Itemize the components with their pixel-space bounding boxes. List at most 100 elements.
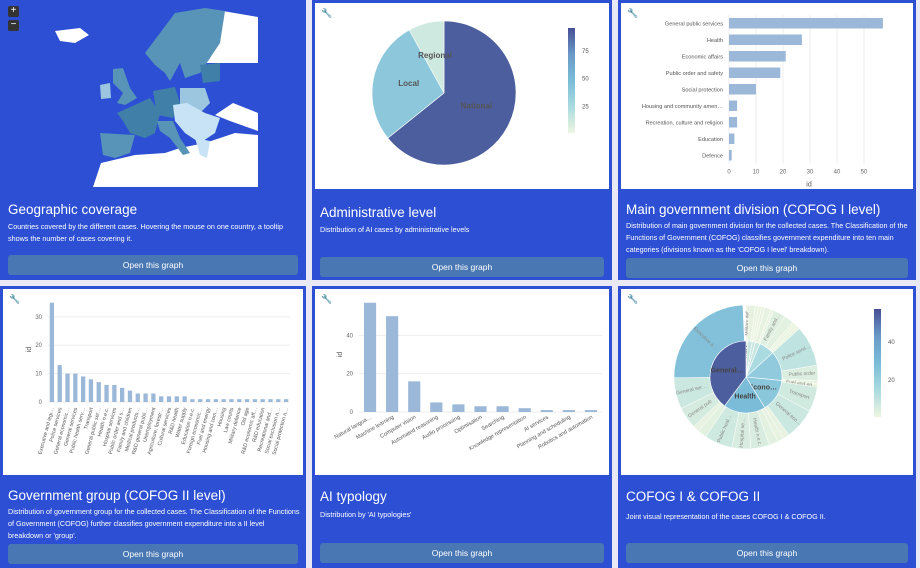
y-tick-label: 30 (35, 315, 42, 321)
open-graph-button[interactable]: Open this graph (626, 543, 908, 563)
bar (729, 133, 735, 144)
map-zoom-out-button[interactable]: − (8, 20, 19, 31)
plot-area: 🔧 0 10 20 30 40 50 General public services Heal… (621, 3, 913, 189)
map-italy (157, 121, 190, 155)
map-uk (113, 68, 137, 105)
europe-map[interactable] (5, 3, 260, 187)
bar (229, 399, 234, 402)
sunburst-inner-segment (709, 340, 747, 407)
card-main-government-division: 🔧 0 10 20 30 40 50 General public services Heal… (618, 0, 916, 280)
sunburst-chart[interactable]: Military def… Family and…Police servi…Pub… (621, 289, 913, 475)
sunburst-outer-label: Fuel and en… (786, 379, 818, 389)
bar (260, 399, 265, 402)
y-tick-label: Economic affairs (682, 54, 723, 60)
y-tick-label: Social protection (682, 87, 723, 93)
card-description: Countries covered by the different cases… (8, 222, 284, 243)
bar (80, 376, 86, 402)
open-graph-button[interactable]: Open this graph (320, 257, 604, 277)
pie-slice-national (387, 20, 517, 166)
bar (135, 393, 140, 402)
bar (363, 302, 377, 412)
card-ai-typology: 🔧 0 20 40 id Natural langua… Machine learning… (312, 286, 612, 568)
bar (120, 387, 125, 402)
open-graph-button[interactable]: Open this graph (8, 544, 298, 564)
x-tick-label: 50 (861, 170, 868, 176)
bar-chart[interactable]: 0 10 20 30 40 50 General public services Health… (621, 3, 913, 189)
y-tick-label: Health (707, 38, 723, 44)
pie-chart[interactable]: National Local Regional 25 50 75 (315, 3, 609, 189)
map-land-east (93, 11, 258, 187)
x-tick-label: 40 (834, 170, 841, 176)
open-graph-button[interactable]: Open this graph (8, 255, 298, 275)
y-tick-label: 20 (346, 372, 353, 378)
card-cofog-sunburst: 🔧 Military def… Family and… Police servi… P… (618, 286, 916, 568)
wrench-icon[interactable]: 🔧 (9, 294, 21, 304)
sunburst-outer-label: Health n.e.c. (751, 418, 762, 447)
bar (127, 390, 133, 402)
card-title: Administrative level (320, 205, 437, 220)
bar (276, 399, 281, 402)
pie-slice-regional (408, 20, 445, 94)
bar (729, 34, 802, 45)
card-government-group: 🔧 0 10 20 30 id Executive and legi… Police ser… (0, 286, 306, 568)
bar (151, 393, 156, 402)
sunburst-outer-label: Military def… (744, 306, 751, 335)
x-tick-label: Natural langua… (334, 415, 373, 441)
sunburst-outer-label: Hospital se… (739, 418, 747, 448)
open-graph-button[interactable]: Open this graph (626, 258, 908, 278)
wrench-icon[interactable]: 🔧 (321, 294, 333, 304)
sunburst-inner-label: Health (734, 394, 755, 401)
sunburst-inner-label: General… (711, 368, 744, 375)
bar (237, 399, 242, 402)
map-zoom-in-button[interactable]: + (8, 6, 19, 17)
x-tick-label: 10 (753, 170, 760, 176)
bar (268, 399, 273, 402)
y-tick-label: General public services (665, 21, 723, 27)
y-tick-label: 0 (39, 400, 43, 406)
y-tick-label: 20 (35, 343, 42, 349)
bar (213, 399, 218, 402)
open-graph-button[interactable]: Open this graph (320, 543, 604, 563)
bar (452, 404, 465, 412)
bar (88, 379, 94, 402)
y-tick-label: 0 (350, 410, 354, 416)
bar (182, 396, 187, 402)
bar (729, 117, 738, 128)
bar (540, 410, 553, 412)
y-tick-label: 10 (35, 372, 42, 378)
y-axis-title: id (337, 352, 344, 358)
bar (562, 410, 575, 412)
x-tick-label: Audio processing (421, 415, 461, 442)
sunburst-outer-label: Public order (788, 371, 815, 378)
bar (584, 410, 598, 412)
card-description: Joint visual representation of the cases… (626, 512, 826, 521)
card-title: Government group (COFOG II level) (8, 488, 226, 503)
card-description: Distribution of main government division… (626, 221, 908, 254)
y-tick-label: Education (698, 137, 723, 143)
colorbar-tick-label: 75 (582, 49, 589, 55)
x-axis-title: id (806, 182, 812, 189)
wrench-icon[interactable]: 🔧 (321, 8, 333, 18)
bar (96, 382, 101, 402)
bar (49, 302, 55, 402)
plot-area: 🔧 Military def… Family and… Police servi… P… (621, 289, 913, 475)
bar (244, 399, 250, 402)
x-tick-label: Old age (240, 407, 251, 427)
y-tick-label: Housing and community amen… (642, 104, 723, 110)
x-tick-label: Housing (217, 407, 228, 427)
wrench-icon[interactable]: 🔧 (627, 294, 639, 304)
x-tick-label: 30 (807, 170, 814, 176)
wrench-icon[interactable]: 🔧 (627, 8, 639, 18)
pie-label: Local (398, 79, 419, 88)
bar (729, 84, 756, 95)
colorbar (568, 28, 575, 133)
bar (104, 384, 109, 402)
colorbar-tick-label: 20 (888, 378, 895, 384)
bar (73, 373, 78, 402)
map-germany (153, 87, 180, 118)
x-tick-label: 0 (727, 170, 731, 176)
map-scandinavia (145, 8, 225, 81)
pie-label: National (461, 102, 493, 111)
